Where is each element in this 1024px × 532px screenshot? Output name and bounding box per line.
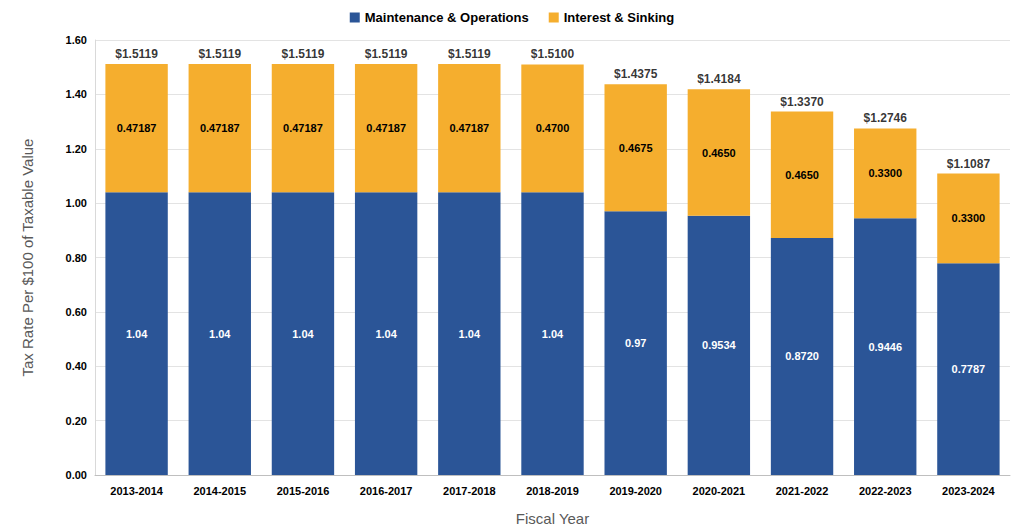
svg-text:$1.3370: $1.3370 [780,95,824,109]
svg-text:0.60: 0.60 [66,306,87,318]
svg-text:0.4675: 0.4675 [619,142,653,154]
svg-text:$1.5100: $1.5100 [531,47,575,61]
svg-text:0.9534: 0.9534 [702,339,737,351]
svg-text:0.40: 0.40 [66,360,87,372]
svg-text:2013-2014: 2013-2014 [110,485,163,497]
svg-text:1.60: 1.60 [66,34,87,46]
svg-text:$1.1087: $1.1087 [947,157,991,171]
svg-text:1.00: 1.00 [66,197,87,209]
svg-text:0.00: 0.00 [66,469,87,481]
svg-text:$1.2746: $1.2746 [864,111,908,125]
svg-text:Maintenance & Operations: Maintenance & Operations [365,10,529,25]
svg-text:$1.4184: $1.4184 [697,72,741,86]
svg-text:2020-2021: 2020-2021 [693,485,746,497]
svg-text:1.04: 1.04 [542,328,564,340]
svg-text:Tax Rate Per $100 of Taxable V: Tax Rate Per $100 of Taxable Value [19,139,36,377]
svg-text:$1.5119: $1.5119 [198,47,241,61]
svg-text:2014-2015: 2014-2015 [193,485,246,497]
svg-text:$1.5119: $1.5119 [365,47,408,61]
svg-text:0.8720: 0.8720 [785,350,819,362]
svg-text:1.04: 1.04 [375,328,397,340]
svg-text:1.20: 1.20 [66,143,87,155]
svg-text:0.20: 0.20 [66,415,87,427]
svg-text:1.04: 1.04 [209,328,231,340]
svg-text:2021-2022: 2021-2022 [776,485,829,497]
svg-text:1.04: 1.04 [126,328,148,340]
svg-text:0.47187: 0.47187 [366,122,406,134]
svg-text:1.04: 1.04 [459,328,481,340]
svg-text:$1.5119: $1.5119 [115,47,158,61]
svg-text:0.9446: 0.9446 [868,341,902,353]
svg-text:0.80: 0.80 [66,252,87,264]
svg-text:0.47187: 0.47187 [283,122,323,134]
svg-text:Interest & Sinking: Interest & Sinking [564,10,675,25]
svg-text:$1.5119: $1.5119 [448,47,491,61]
svg-text:0.47187: 0.47187 [449,122,489,134]
svg-text:2015-2016: 2015-2016 [277,485,330,497]
svg-text:0.4650: 0.4650 [702,147,736,159]
svg-text:0.7787: 0.7787 [952,363,986,375]
svg-text:0.3300: 0.3300 [952,212,986,224]
svg-text:2016-2017: 2016-2017 [360,485,413,497]
svg-text:Fiscal Year: Fiscal Year [516,510,589,527]
svg-text:2018-2019: 2018-2019 [526,485,579,497]
svg-text:0.4650: 0.4650 [785,169,819,181]
svg-text:0.47187: 0.47187 [117,122,157,134]
svg-text:0.3300: 0.3300 [868,167,902,179]
svg-text:2023-2024: 2023-2024 [942,485,995,497]
svg-text:0.47187: 0.47187 [200,122,240,134]
svg-text:$1.4375: $1.4375 [614,67,658,81]
svg-text:1.40: 1.40 [66,88,87,100]
svg-text:2022-2023: 2022-2023 [859,485,912,497]
svg-text:2017-2018: 2017-2018 [443,485,496,497]
svg-text:0.97: 0.97 [625,337,646,349]
svg-text:1.04: 1.04 [292,328,314,340]
svg-text:$1.5119: $1.5119 [282,47,325,61]
svg-text:0.4700: 0.4700 [536,122,570,134]
svg-text:2019-2020: 2019-2020 [609,485,662,497]
